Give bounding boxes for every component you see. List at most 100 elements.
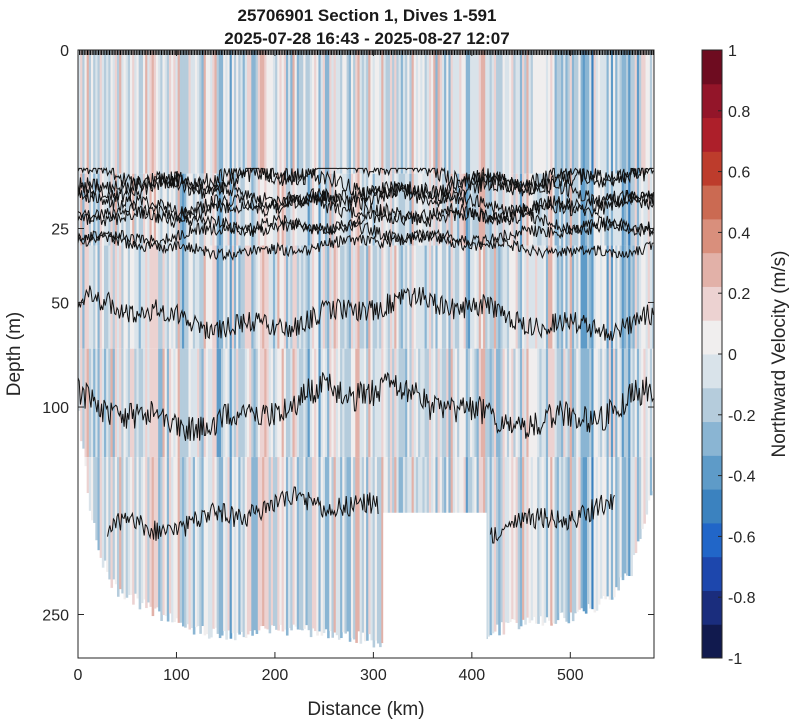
- velocity-cell: [303, 173, 306, 246]
- velocity-cell: [543, 50, 547, 174]
- velocity-cell: [366, 50, 369, 174]
- velocity-cell: [233, 50, 237, 174]
- velocity-cell: [337, 457, 341, 640]
- velocity-cell: [379, 457, 382, 648]
- velocity-cell: [205, 457, 209, 635]
- velocity-cell: [99, 50, 103, 174]
- velocity-cell: [214, 173, 218, 246]
- velocity-cell: [522, 457, 525, 620]
- velocity-cell: [630, 50, 633, 174]
- contour-line: [78, 285, 654, 341]
- velocity-cell: [290, 50, 293, 174]
- velocity-cell: [281, 348, 285, 458]
- velocity-cell: [348, 50, 352, 174]
- velocity-cell: [99, 348, 103, 458]
- velocity-cell: [136, 50, 140, 174]
- y-tick-label: 0: [60, 43, 69, 60]
- velocity-cell: [597, 348, 601, 458]
- velocity-cell: [376, 50, 380, 174]
- velocity-cell: [571, 457, 575, 622]
- velocity-cell: [121, 245, 124, 349]
- velocity-cell: [149, 245, 153, 349]
- velocity-cell: [428, 50, 432, 174]
- velocity-cell: [506, 348, 510, 458]
- velocity-cell: [355, 457, 358, 643]
- velocity-cell: [160, 245, 163, 349]
- velocity-cell: [201, 457, 205, 627]
- velocity-cell: [249, 50, 252, 174]
- velocity-cell: [634, 348, 638, 458]
- velocity-cell: [101, 348, 105, 458]
- velocity-cell: [500, 50, 503, 174]
- velocity-cell: [350, 50, 354, 174]
- velocity-cell: [645, 245, 649, 349]
- velocity-cell: [212, 245, 215, 349]
- velocity-cell: [166, 457, 170, 622]
- velocity-cell: [387, 348, 391, 458]
- velocity-cell: [513, 50, 516, 174]
- velocity-cell: [628, 50, 631, 174]
- velocity-cell: [645, 348, 649, 458]
- velocity-cell: [188, 173, 192, 246]
- velocity-cell: [426, 173, 430, 246]
- velocity-cell: [511, 348, 514, 458]
- velocity-cell: [405, 245, 408, 349]
- velocity-cell: [383, 348, 386, 458]
- velocity-cell: [173, 348, 176, 458]
- velocity-cell: [552, 245, 555, 349]
- velocity-cell: [194, 348, 198, 458]
- velocity-cell: [411, 173, 415, 246]
- velocity-cell: [314, 348, 317, 458]
- velocity-cell: [591, 50, 594, 174]
- velocity-cell: [303, 348, 306, 458]
- velocity-cell: [158, 348, 161, 458]
- velocity-cell: [628, 173, 631, 246]
- velocity-cell: [413, 50, 417, 174]
- velocity-cell: [132, 245, 135, 349]
- velocity-cell: [448, 348, 451, 458]
- velocity-cell: [103, 457, 107, 561]
- velocity-cell: [420, 348, 423, 458]
- velocity-cell: [190, 348, 194, 458]
- velocity-cell: [266, 348, 270, 458]
- velocity-cell: [242, 348, 246, 458]
- velocity-cell: [123, 245, 127, 349]
- velocity-cell: [285, 173, 289, 246]
- velocity-cell: [296, 245, 300, 349]
- velocity-cell: [545, 245, 549, 349]
- velocity-cell: [441, 173, 445, 246]
- velocity-cell: [149, 50, 153, 174]
- velocity-cell: [643, 348, 646, 458]
- velocity-cell: [415, 348, 419, 458]
- velocity-cell: [279, 245, 283, 349]
- velocity-cell: [597, 245, 601, 349]
- velocity-cell: [431, 50, 434, 174]
- velocity-cell: [541, 50, 545, 174]
- velocity-cell: [506, 245, 510, 349]
- velocity-cell: [175, 457, 179, 619]
- velocity-cell: [123, 348, 127, 458]
- velocity-cell: [190, 245, 194, 349]
- velocity-cell: [409, 173, 412, 246]
- velocity-cell: [532, 173, 536, 246]
- velocity-cell: [513, 173, 516, 246]
- velocity-cell: [628, 457, 631, 576]
- velocity-cell: [474, 173, 477, 246]
- velocity-cell: [78, 348, 81, 411]
- contour-line: [489, 493, 615, 544]
- velocity-cell: [420, 173, 423, 246]
- velocity-cell: [595, 245, 599, 349]
- velocity-cell: [580, 50, 584, 174]
- velocity-cell: [498, 457, 501, 636]
- velocity-cell: [526, 348, 529, 458]
- velocity-cell: [628, 348, 631, 458]
- velocity-cell: [602, 50, 605, 174]
- velocity-cell: [355, 245, 358, 349]
- velocity-cell: [396, 348, 399, 458]
- velocity-cell: [290, 348, 293, 458]
- velocity-cell: [320, 50, 324, 174]
- velocity-cell: [595, 50, 599, 174]
- velocity-cell: [88, 173, 92, 246]
- velocity-cell: [227, 50, 231, 174]
- velocity-cell: [613, 173, 616, 246]
